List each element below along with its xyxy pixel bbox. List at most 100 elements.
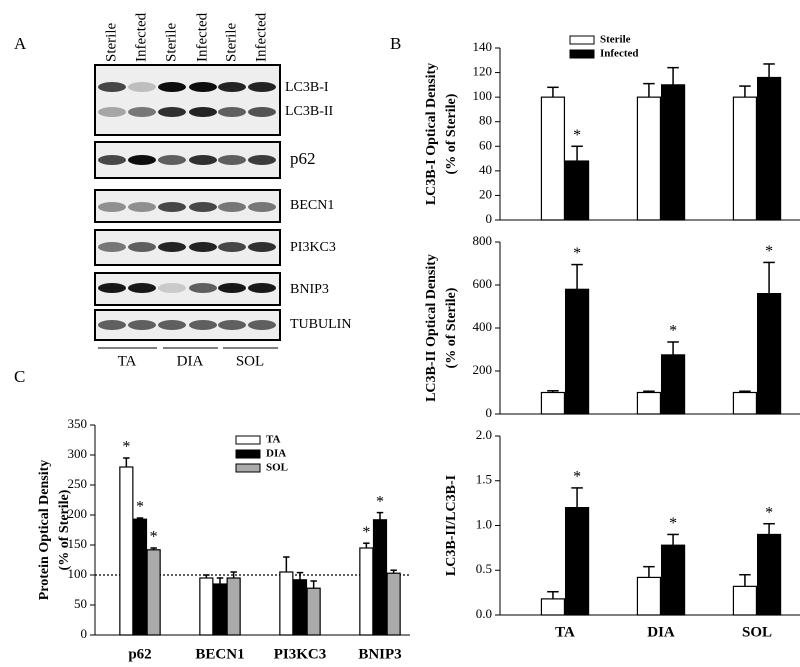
blot-band — [189, 320, 217, 330]
bar — [660, 84, 686, 221]
blot-band — [158, 107, 186, 117]
panel-label: A — [14, 34, 27, 53]
band-label: LC3B-II — [285, 104, 334, 119]
legend-swatch — [235, 449, 261, 459]
legend-swatch — [235, 463, 261, 473]
y-tick-label: 0 — [81, 626, 88, 641]
blot-band — [218, 283, 246, 293]
y-tick-label: 0 — [486, 211, 493, 226]
y-tick-label: 120 — [473, 64, 493, 79]
significance-marker: * — [122, 439, 130, 456]
blot-band — [128, 202, 156, 212]
legend-swatch — [569, 35, 595, 45]
blot-band — [248, 82, 276, 92]
bar — [660, 544, 686, 616]
bar — [226, 577, 241, 636]
band-label: BNIP3 — [290, 282, 329, 297]
blot-band — [189, 82, 217, 92]
y-tick-label: 0.5 — [476, 561, 492, 576]
y-tick-label: 50 — [74, 596, 87, 611]
bar — [279, 571, 294, 636]
y-tick-label: 1.5 — [476, 472, 492, 487]
blot-band — [189, 202, 217, 212]
lane-header: Infected — [194, 12, 210, 62]
blot-band — [218, 155, 246, 165]
y-tick-label: 150 — [68, 536, 88, 551]
significance-marker: * — [573, 245, 581, 262]
y-axis-title: (% of Sterile) — [444, 287, 459, 368]
x-tick-label: PI3KC3 — [274, 646, 327, 662]
blot-band — [189, 242, 217, 252]
bar — [132, 518, 148, 636]
legend-label: DIA — [266, 448, 286, 460]
blot-band — [248, 155, 276, 165]
bar — [540, 96, 566, 221]
x-tick-label: BNIP3 — [358, 646, 401, 662]
band-label: p62 — [290, 149, 316, 168]
y-tick-label: 20 — [479, 186, 492, 201]
blot-band — [158, 155, 186, 165]
blot-band — [218, 202, 246, 212]
bar — [756, 76, 782, 221]
blot-band — [218, 320, 246, 330]
blot-band — [158, 82, 186, 92]
band-label: BECN1 — [290, 198, 334, 213]
blot-band — [98, 155, 126, 165]
bar — [386, 572, 401, 636]
significance-marker: * — [765, 504, 773, 521]
y-tick-label: 100 — [473, 88, 493, 103]
significance-marker: * — [669, 323, 677, 340]
bar — [756, 533, 782, 616]
bar — [540, 598, 566, 616]
bar — [199, 577, 214, 636]
blot-band — [158, 320, 186, 330]
bar — [732, 96, 758, 221]
bar — [732, 585, 758, 616]
significance-marker: * — [573, 469, 581, 486]
blot-band — [248, 202, 276, 212]
legend-label: Sterile — [600, 34, 631, 46]
lane-header: Sterile — [223, 23, 239, 62]
x-tick-label: TA — [555, 624, 575, 640]
y-axis-title: LC3B-II Optical Density — [424, 254, 439, 402]
blot-band — [218, 107, 246, 117]
lane-header: Infected — [133, 12, 149, 62]
x-tick-label: DIA — [647, 624, 675, 640]
blot-band — [248, 242, 276, 252]
y-tick-label: 600 — [473, 276, 493, 291]
bar — [636, 576, 662, 616]
x-tick-label: SOL — [742, 624, 772, 640]
blot-band — [98, 202, 126, 212]
blot-frame — [94, 64, 281, 136]
y-tick-label: 0.0 — [476, 606, 492, 621]
y-tick-label: 0 — [486, 405, 493, 420]
significance-marker: * — [362, 524, 370, 541]
blot-band — [218, 242, 246, 252]
blot-band — [128, 283, 156, 293]
blot-band — [158, 242, 186, 252]
blot-band — [128, 320, 156, 330]
x-tick-label: BECN1 — [195, 646, 244, 662]
blot-band — [98, 283, 126, 293]
blot-band — [189, 283, 217, 293]
blot-band — [98, 242, 126, 252]
bar — [636, 96, 662, 221]
blot-band — [189, 155, 217, 165]
blot-band — [128, 242, 156, 252]
y-tick-label: 350 — [68, 416, 88, 431]
y-tick-label: 140 — [473, 39, 493, 54]
bar — [564, 507, 590, 616]
blot-band — [98, 82, 126, 92]
bar — [756, 293, 782, 415]
blot-band — [128, 82, 156, 92]
bar — [359, 547, 374, 636]
blot-band — [128, 155, 156, 165]
y-tick-label: 2.0 — [476, 427, 492, 442]
bar — [146, 549, 161, 636]
y-tick-label: 80 — [479, 113, 492, 128]
legend-swatch — [569, 49, 595, 59]
blot-band — [189, 107, 217, 117]
band-label: LC3B-I — [285, 80, 329, 95]
y-tick-label: 1.0 — [476, 516, 492, 531]
y-tick-label: 40 — [479, 162, 492, 177]
